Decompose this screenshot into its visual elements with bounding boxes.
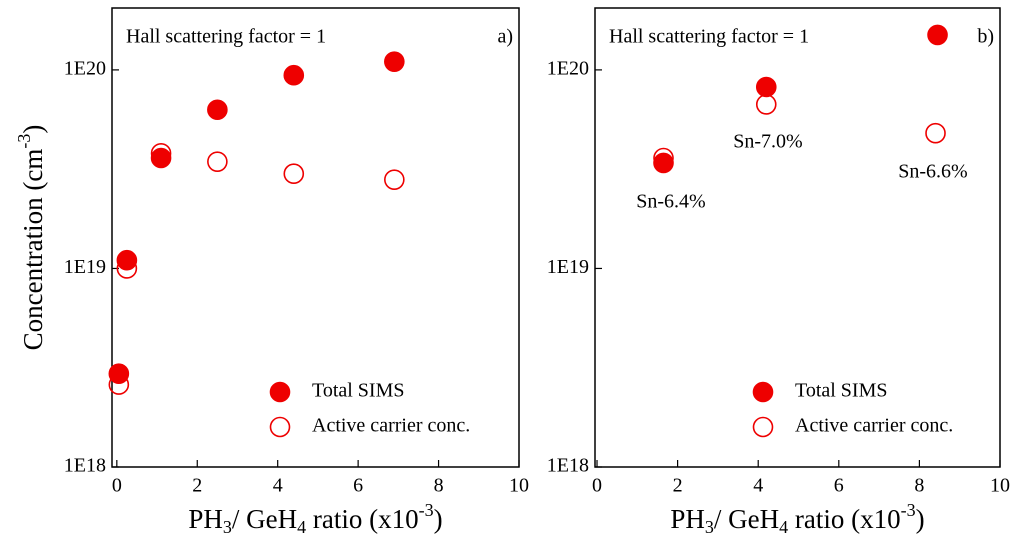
point-open	[116, 258, 138, 279]
point-open	[283, 163, 305, 185]
annotation: Hall scattering factor = 1	[609, 26, 809, 48]
x-label-part: 3	[705, 517, 714, 537]
point-open	[207, 151, 228, 172]
point-filled	[116, 249, 138, 271]
point-filled	[108, 363, 130, 385]
legend-label: Total SIMS	[795, 380, 888, 402]
x-tick-label: 0	[112, 475, 122, 497]
y-tick-label: 1E19	[64, 256, 106, 278]
panel-label: b)	[977, 26, 994, 48]
point-open	[755, 94, 777, 115]
point-label: Sn-6.4%	[636, 191, 705, 213]
plot-frame	[594, 7, 1001, 468]
plot-frame	[111, 7, 520, 468]
x-label-part: PH	[188, 504, 223, 534]
legend-label: Total SIMS	[312, 380, 405, 402]
x-label-part: ratio (x10	[306, 504, 418, 534]
x-tick-label: 10	[990, 475, 1010, 497]
x-tick-label: 2	[673, 475, 683, 497]
x-axis-label: PH3/ GeH4 ratio (x10-3)	[670, 500, 924, 537]
panel-label: a)	[497, 26, 513, 48]
y-tick-label: 1E18	[64, 455, 106, 477]
point-filled	[927, 24, 948, 46]
x-tick-label: 8	[434, 475, 444, 497]
x-label-part: )	[434, 504, 443, 534]
x-label-part: 3	[223, 517, 232, 537]
legend-label: Active carrier conc.	[795, 415, 953, 437]
point-open	[150, 143, 172, 164]
legend-label: Active carrier conc.	[312, 415, 470, 437]
point-filled	[207, 99, 228, 121]
x-tick-label: 8	[914, 475, 924, 497]
x-tick-label: 4	[753, 475, 763, 497]
point-filled	[755, 76, 777, 98]
point-open	[108, 374, 130, 395]
x-label-part: -3	[419, 500, 434, 520]
annotation: Hall scattering factor = 1	[126, 26, 326, 48]
point-filled	[150, 147, 172, 169]
y-axis-label: Concentration (cm-3)	[14, 125, 48, 351]
legend-marker	[269, 416, 291, 438]
x-label-part: / GeH	[232, 504, 297, 534]
point-open	[925, 122, 946, 144]
legend-marker	[752, 416, 774, 438]
point-label: Sn-6.6%	[898, 161, 967, 183]
legend-marker	[269, 381, 291, 403]
x-label-part: PH	[670, 504, 705, 534]
y-label-part: -3	[14, 134, 34, 149]
x-label-part: 4	[779, 517, 788, 537]
point-open	[653, 147, 674, 169]
point-open	[384, 169, 405, 190]
x-axis-label: PH3/ GeH4 ratio (x10-3)	[188, 500, 442, 537]
y-tick-label: 1E19	[547, 256, 589, 278]
point-label: Sn-7.0%	[733, 131, 802, 153]
x-label-part: ratio (x10	[788, 504, 900, 534]
y-label-part: Concentration (cm	[18, 149, 48, 351]
x-label-part: )	[916, 504, 925, 534]
y-tick-label: 1E20	[547, 57, 589, 79]
x-label-part: -3	[901, 500, 916, 520]
x-tick-label: 0	[592, 475, 602, 497]
legend-marker	[752, 381, 774, 403]
point-filled	[653, 152, 674, 174]
x-tick-label: 4	[273, 475, 283, 497]
x-tick-label: 6	[834, 475, 844, 497]
y-label-part: )	[18, 125, 48, 134]
x-label-part: 4	[297, 517, 306, 537]
y-tick-label: 1E20	[64, 57, 106, 79]
point-filled	[384, 51, 405, 72]
x-label-part: / GeH	[714, 504, 779, 534]
x-tick-label: 2	[192, 475, 202, 497]
x-tick-label: 6	[353, 475, 363, 497]
point-filled	[283, 64, 305, 86]
x-tick-label: 10	[509, 475, 529, 497]
y-tick-label: 1E18	[547, 455, 589, 477]
